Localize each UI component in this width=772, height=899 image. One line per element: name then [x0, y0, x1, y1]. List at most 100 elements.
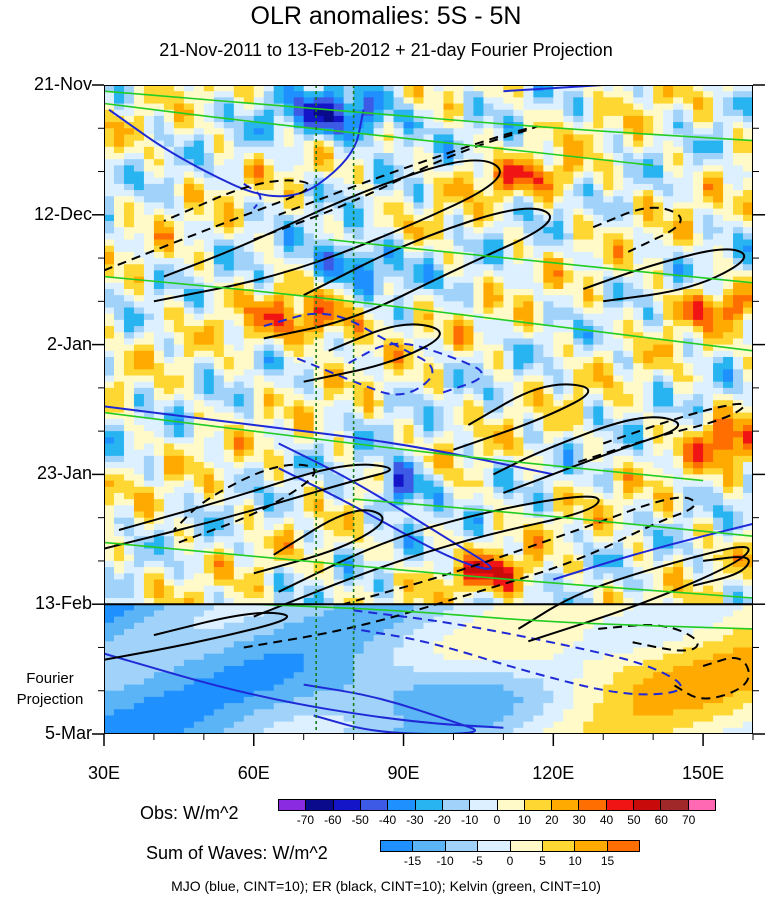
colorbar-swatch: [279, 800, 307, 810]
fourier-projection-label: Fourier Projection: [16, 670, 84, 708]
colorbar-swatch: [306, 800, 334, 810]
colorbar-tick-label: 40: [599, 813, 614, 827]
colorbar-swatch: [413, 841, 446, 851]
colorbar-tick-label: -60: [324, 813, 342, 827]
colorbar-swatch: [606, 800, 635, 810]
er-contour-7: [492, 416, 680, 494]
mjo-contour-6: [503, 85, 604, 93]
er-contour-19: [253, 125, 538, 241]
er-contour-17: [672, 657, 750, 700]
chart-subtitle: 21-Nov-2011 to 13-Feb-2012 + 21-day Four…: [159, 40, 613, 60]
er-contour-15: [577, 402, 746, 463]
colorbar-tick-label: -10: [436, 854, 454, 868]
mjo-contour-2: [278, 442, 492, 570]
colorbar-tick-label: -15: [403, 854, 422, 868]
er-contour-1: [263, 207, 551, 340]
colorbar-tick-label: 0: [493, 813, 501, 827]
colorbar-swatch: [510, 841, 543, 851]
colorbar-tick-label: -40: [378, 813, 397, 827]
kelvin-contour-7: [353, 498, 753, 537]
colorbar-swatch: [634, 800, 662, 810]
er-contour-10: [104, 611, 288, 661]
colorbar-swatch: [575, 841, 608, 851]
mjo-contour-0: [104, 652, 504, 729]
colorbar-swatch: [360, 800, 389, 810]
hovmoller-plot: [104, 85, 753, 734]
er-contour-8: [517, 546, 750, 643]
colorbar-tick-label: 20: [545, 813, 559, 827]
y-tick-label: 5-Mar: [44, 723, 92, 743]
er-contour-16: [598, 624, 699, 652]
chart-title: OLR anomalies: 5S - 5N: [250, 2, 522, 30]
kelvin-contour-6: [328, 238, 753, 284]
er-contour-12: [104, 179, 310, 272]
x-tick-label: 30E: [87, 763, 121, 783]
colorbar-tick-label: -10: [460, 813, 479, 827]
colorbar-tick-label: 5: [539, 854, 546, 868]
kelvin-contour-0: [104, 102, 654, 167]
er-contour-9: [692, 556, 750, 587]
y-tick-label: 21-Nov: [33, 74, 92, 94]
mjo-contour-9: [353, 609, 682, 696]
kelvin-contour-2: [104, 275, 753, 352]
er-contour-3: [104, 463, 391, 550]
colorbar-tick-label: 70: [681, 813, 696, 827]
colorbar-tick-label: 50: [627, 813, 641, 827]
colorbar-swatch: [552, 800, 580, 810]
colorbar-tick-label: -20: [433, 813, 451, 827]
colorbar-swatch: [661, 800, 689, 810]
er-contour-13: [173, 463, 316, 544]
colorbar-tick-label: 15: [600, 854, 615, 868]
colorbar-tick-label: -70: [296, 813, 315, 827]
y-tick-label: 2-Jan: [46, 333, 92, 354]
colorbar-swatch: [470, 800, 498, 810]
er-contour-0: [153, 159, 501, 303]
colorbar-swatch: [442, 800, 471, 810]
mjo-contour-4: [104, 405, 554, 476]
colorbar-tick-label: 0: [506, 854, 514, 868]
sum-of-waves-colorbar: [380, 840, 640, 852]
colorbar-swatch: [388, 800, 416, 810]
colorbar-swatch: [688, 800, 715, 810]
colorbar-swatch: [381, 841, 414, 851]
kelvin-contour-4: [104, 541, 753, 599]
colorbar-swatch: [445, 841, 479, 851]
colorbar-tick-label: 10: [568, 854, 582, 868]
er-contour-6: [453, 383, 590, 451]
obs-colorbar-label: Obs: W/m^2: [140, 803, 239, 823]
colorbar-swatch: [415, 800, 443, 810]
wave-contours: [104, 85, 753, 734]
y-tick-label: 13-Feb: [34, 593, 92, 614]
er-contour-5: [253, 495, 600, 618]
obs-colorbar: [278, 799, 716, 811]
mjo-contour-10: [243, 183, 262, 210]
mjo-contour-5: [553, 522, 753, 581]
mjo-contour-7: [263, 312, 434, 396]
er-contour-11: [582, 248, 746, 303]
y-tick-label: 23-Jan: [36, 463, 92, 484]
colorbar-tick-label: -5: [472, 854, 483, 868]
x-tick-label: 90E: [387, 763, 420, 783]
colorbar-tick-label: 60: [654, 813, 668, 827]
kelvin-contour-5: [253, 603, 753, 630]
er-contour-2: [303, 323, 441, 383]
colorbar-tick-label: -30: [406, 813, 424, 827]
colorbar-swatch: [607, 841, 639, 851]
colorbar-swatch: [542, 841, 576, 851]
x-tick-label: 60E: [237, 763, 270, 783]
y-tick-label: 12-Dec: [33, 203, 92, 224]
colorbar-swatch: [333, 800, 361, 810]
reference-lines: [104, 85, 753, 734]
colorbar-swatch: [579, 800, 607, 810]
mjo-contour-1: [108, 108, 365, 198]
er-contour-18: [592, 206, 682, 253]
colorbar-swatch: [478, 841, 511, 851]
colorbar-tick-label: 30: [572, 813, 586, 827]
contour-legend: MJO (blue, CINT=10); ER (black, CINT=10)…: [171, 878, 601, 894]
x-tick-label: 150E: [682, 763, 725, 783]
kelvin-contour-3: [104, 411, 704, 482]
colorbar-tick-label: 10: [517, 813, 532, 827]
kelvin-contour-1: [104, 90, 753, 142]
olr-anomaly-field: [104, 85, 753, 734]
colorbar-swatch: [497, 800, 525, 810]
